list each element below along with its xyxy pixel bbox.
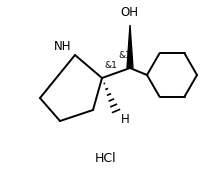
Polygon shape [127,25,133,68]
Text: HCl: HCl [95,153,117,166]
Text: &1: &1 [118,51,131,60]
Text: H: H [121,113,130,126]
Text: NH: NH [54,40,72,53]
Text: &1: &1 [104,61,117,70]
Text: OH: OH [120,6,138,19]
